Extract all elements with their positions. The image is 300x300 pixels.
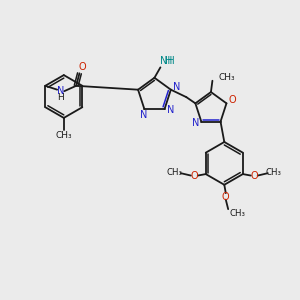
Text: N: N bbox=[140, 110, 147, 120]
Text: CH₃: CH₃ bbox=[266, 168, 282, 177]
Text: O: O bbox=[78, 62, 86, 72]
Text: H: H bbox=[57, 93, 64, 102]
Text: CH₃: CH₃ bbox=[167, 168, 183, 177]
Text: CH₃: CH₃ bbox=[219, 73, 236, 82]
Text: N: N bbox=[173, 82, 180, 92]
Text: O: O bbox=[228, 95, 236, 105]
Text: N: N bbox=[57, 86, 64, 96]
Text: NH: NH bbox=[160, 56, 175, 66]
Text: CH₃: CH₃ bbox=[230, 209, 246, 218]
Text: N: N bbox=[167, 105, 174, 116]
Text: N: N bbox=[192, 118, 200, 128]
Text: O: O bbox=[191, 171, 199, 181]
Text: CH₃: CH₃ bbox=[56, 130, 72, 140]
Text: O: O bbox=[222, 192, 230, 202]
Text: H: H bbox=[165, 56, 172, 66]
Text: O: O bbox=[250, 171, 258, 181]
